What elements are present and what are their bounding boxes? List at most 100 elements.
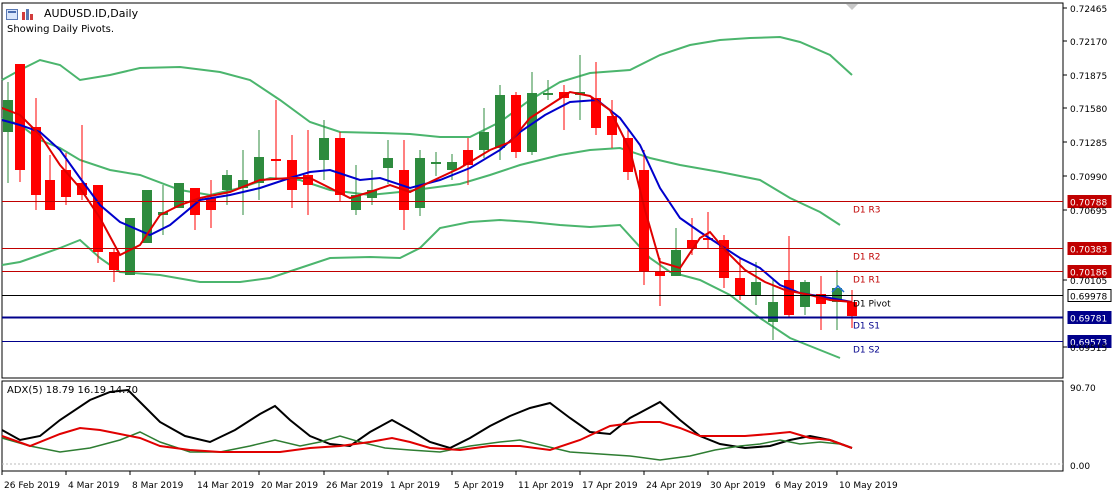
- candle-body: [3, 100, 13, 132]
- shift-marker-icon[interactable]: [846, 4, 858, 10]
- candle-body: [61, 170, 71, 197]
- candle[interactable]: [238, 150, 248, 215]
- candle[interactable]: [415, 150, 425, 216]
- candle[interactable]: [671, 228, 681, 276]
- price-axis-label: 0.71875: [1070, 72, 1107, 82]
- adx-indicator-title: ADX(5) 18.79 16.19 14.70: [7, 385, 138, 396]
- candle-body: [271, 159, 281, 161]
- candle[interactable]: [816, 276, 826, 330]
- candle[interactable]: [77, 125, 87, 200]
- price-tag-label: 0.69781: [1070, 315, 1107, 325]
- candle[interactable]: [367, 170, 377, 205]
- candle[interactable]: [463, 138, 473, 185]
- adx-plus-di-line: [1, 431, 853, 461]
- candle[interactable]: [61, 153, 71, 205]
- price-tag: [1067, 311, 1112, 324]
- candle-body: [367, 190, 377, 198]
- chart-bars-icon: [22, 9, 34, 20]
- arrow-up-icon: [831, 284, 845, 293]
- pivot-label: D1 R2: [853, 253, 881, 263]
- price-axis-label: 0.72465: [1070, 5, 1107, 15]
- candle[interactable]: [639, 150, 649, 285]
- candle[interactable]: [511, 92, 521, 158]
- candle[interactable]: [543, 80, 553, 100]
- symbol-title: AUDUSD.ID,Daily: [44, 7, 139, 20]
- candle[interactable]: [703, 212, 713, 248]
- candle[interactable]: [287, 135, 297, 208]
- candle-body: [639, 170, 649, 272]
- date-axis-label: 14 Mar 2019: [197, 481, 254, 491]
- bollinger-upper-band: [1, 35, 853, 138]
- candle[interactable]: [431, 152, 441, 176]
- candle[interactable]: [479, 108, 489, 158]
- candle[interactable]: [174, 183, 184, 208]
- price-axis-label: 0.70990: [1070, 173, 1107, 183]
- candle[interactable]: [15, 64, 25, 182]
- adx-scale-top: 90.70: [1070, 384, 1096, 394]
- pivot-label: D1 Pivot: [853, 300, 891, 310]
- candle-body: [222, 175, 232, 190]
- candle-body: [719, 240, 729, 278]
- candle[interactable]: [222, 170, 232, 205]
- candle[interactable]: [784, 236, 794, 318]
- date-axis-label: 26 Mar 2019: [326, 481, 383, 491]
- candle-body: [623, 138, 633, 172]
- candle[interactable]: [351, 165, 361, 215]
- price-tag: [1067, 242, 1112, 255]
- price-axis-label: 0.71580: [1070, 105, 1107, 115]
- candle-body: [174, 183, 184, 208]
- candle-body: [45, 180, 55, 210]
- candle[interactable]: [3, 82, 13, 183]
- candle-body: [495, 95, 505, 148]
- candle[interactable]: [495, 85, 505, 160]
- candle[interactable]: [93, 185, 103, 263]
- candle[interactable]: [623, 128, 633, 180]
- candle[interactable]: [45, 155, 55, 210]
- candle-body: [93, 185, 103, 252]
- candle-body: [351, 195, 361, 210]
- candle-body: [511, 95, 521, 152]
- candle-body: [431, 162, 441, 164]
- candle[interactable]: [655, 258, 665, 306]
- candle[interactable]: [768, 278, 778, 340]
- price-tag-label: 0.69573: [1070, 339, 1107, 349]
- date-axis-label: 11 Apr 2019: [518, 481, 574, 491]
- candle[interactable]: [719, 235, 729, 288]
- candle[interactable]: [335, 132, 345, 202]
- candle-body: [31, 127, 41, 195]
- candle[interactable]: [847, 290, 857, 328]
- pivot-label: D1 R3: [853, 206, 881, 216]
- candle[interactable]: [527, 72, 537, 155]
- candle-body: [784, 280, 794, 315]
- candle-body: [77, 183, 87, 195]
- candle[interactable]: [31, 98, 41, 210]
- candle-body: [735, 278, 745, 295]
- date-axis-label: 17 Apr 2019: [582, 481, 638, 491]
- date-axis-label: 8 Mar 2019: [132, 481, 184, 491]
- candle[interactable]: [271, 100, 281, 180]
- candle[interactable]: [575, 55, 585, 120]
- candle[interactable]: [591, 62, 601, 135]
- candle[interactable]: [109, 248, 119, 282]
- candle[interactable]: [800, 280, 810, 315]
- adx-pane-frame: [1, 380, 1064, 472]
- candle-body: [687, 240, 697, 248]
- candle-body: [109, 252, 119, 270]
- price-tag-label: 0.70788: [1070, 199, 1107, 209]
- price-tag: [1067, 265, 1112, 278]
- date-axis-label: 6 May 2019: [775, 481, 828, 491]
- candle-body: [238, 180, 248, 188]
- date-axis-label: 5 Apr 2019: [454, 481, 504, 491]
- price-axis-label: 0.72170: [1070, 38, 1107, 48]
- candle[interactable]: [190, 188, 200, 230]
- date-axis-label: 26 Feb 2019: [4, 481, 60, 491]
- candle[interactable]: [206, 180, 216, 228]
- price-tag-label: 0.70383: [1070, 246, 1107, 256]
- price-axis-label: 0.70105: [1070, 277, 1107, 287]
- candle[interactable]: [607, 100, 617, 148]
- candle-body: [463, 150, 473, 165]
- candle[interactable]: [751, 262, 761, 305]
- candle[interactable]: [383, 140, 393, 184]
